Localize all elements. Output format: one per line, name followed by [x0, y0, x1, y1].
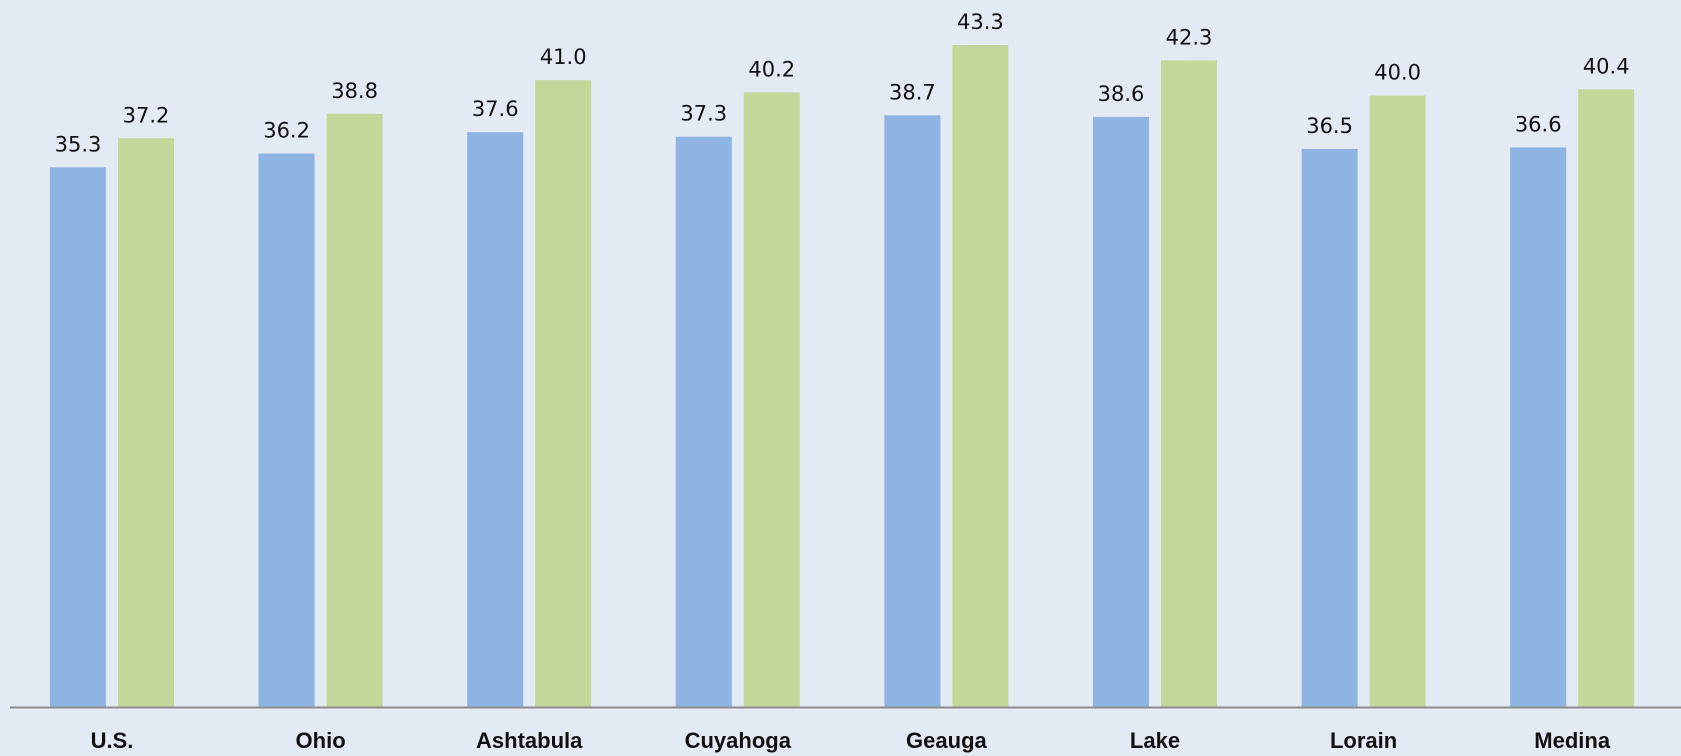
value-label: 36.6	[1515, 112, 1562, 136]
bar-medina-series-1	[1510, 147, 1567, 707]
value-label: 37.6	[472, 97, 519, 121]
category-label: Cuyahoga	[685, 728, 792, 753]
bar-lorain-series-2	[1369, 95, 1426, 708]
bar-u-s--series-2	[118, 138, 174, 707]
bar-ohio-series-2	[326, 113, 383, 708]
value-label: 36.2	[263, 119, 310, 143]
category-label: Medina	[1534, 728, 1611, 753]
bar-lake-series-2	[1161, 60, 1217, 707]
bar-cuyahoga-series-2	[743, 92, 800, 708]
value-label: 42.3	[1166, 25, 1213, 49]
value-label: 37.2	[123, 103, 170, 127]
bar-medina-series-2	[1578, 89, 1635, 708]
bars-layer	[50, 45, 1635, 708]
bar-ashtabula-series-1	[467, 132, 524, 707]
value-label: 43.3	[957, 10, 1004, 34]
value-labels-layer: 35.3 37.2 36.2 38.8 37.6 41.0 37.3 40.2 38.7 43.3…	[55, 10, 1630, 156]
bar-u-s--series-1	[50, 167, 106, 708]
category-label: Geauga	[906, 728, 987, 753]
value-label: 36.5	[1306, 114, 1353, 138]
category-label: Lorain	[1330, 728, 1397, 753]
value-label: 38.7	[889, 80, 936, 104]
category-label: Lake	[1130, 728, 1180, 753]
value-label: 35.3	[55, 132, 102, 156]
category-labels-layer: U.S. Ohio Ashtabula Cuyahoga Geauga Lake Lorai…	[91, 728, 1611, 753]
value-label: 40.4	[1583, 54, 1630, 78]
category-label: Ashtabula	[476, 728, 583, 753]
category-label: U.S.	[91, 728, 134, 753]
value-label: 38.8	[331, 79, 378, 103]
value-label: 40.0	[1374, 60, 1421, 84]
bar-geauga-series-2	[952, 45, 1009, 707]
bar-cuyahoga-series-1	[675, 136, 732, 707]
bar-ohio-series-1	[258, 153, 315, 707]
value-label: 37.3	[680, 102, 727, 126]
value-label: 38.6	[1098, 82, 1145, 106]
bar-ashtabula-series-2	[535, 80, 592, 708]
value-label: 40.2	[748, 57, 795, 81]
value-label: 41.0	[540, 45, 587, 69]
category-label: Ohio	[296, 728, 346, 753]
bar-lorain-series-1	[1301, 148, 1358, 708]
bar-lake-series-1	[1093, 116, 1149, 707]
bar-geauga-series-1	[884, 115, 941, 707]
